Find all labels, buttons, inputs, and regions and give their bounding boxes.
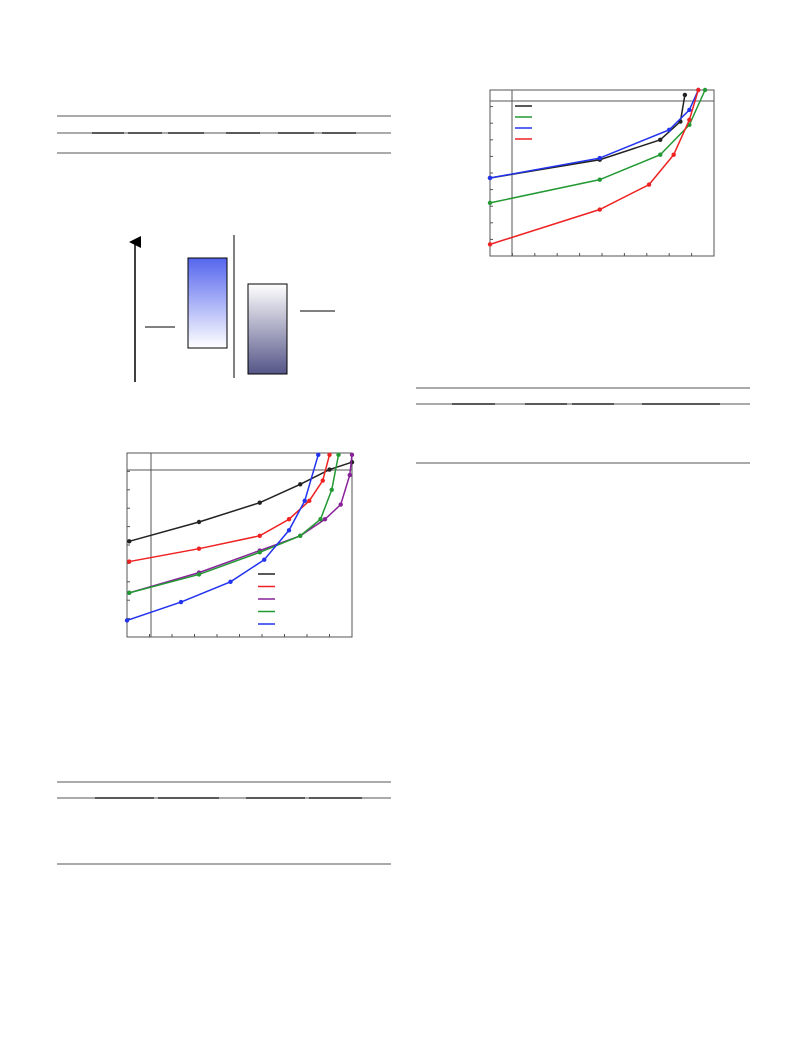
data-point xyxy=(196,572,202,577)
data-point xyxy=(228,579,233,584)
data-point xyxy=(196,519,202,525)
data-point xyxy=(597,177,602,182)
data-point xyxy=(671,152,676,157)
data-point xyxy=(597,155,602,161)
data-point xyxy=(702,87,708,93)
data-point xyxy=(302,498,307,504)
data-point xyxy=(487,242,493,247)
data-point xyxy=(327,467,332,472)
data-line xyxy=(129,454,331,563)
data-point xyxy=(127,559,132,564)
data-point xyxy=(257,550,262,555)
data-point xyxy=(307,498,312,504)
data-point xyxy=(257,533,262,538)
data-point xyxy=(178,599,184,605)
data-point xyxy=(320,478,325,483)
data-point xyxy=(349,452,355,458)
band-diagram xyxy=(129,235,335,382)
data-point xyxy=(286,528,292,533)
data-point xyxy=(298,533,303,538)
data-point xyxy=(318,517,323,522)
data-point xyxy=(327,452,332,458)
data-point xyxy=(124,618,130,623)
data-point xyxy=(487,175,493,181)
data-point xyxy=(262,557,267,562)
data-line xyxy=(129,454,340,594)
table-rules xyxy=(57,781,391,865)
data-point xyxy=(196,546,202,551)
data-point xyxy=(687,117,692,123)
data-line xyxy=(126,454,319,622)
data-point xyxy=(687,107,692,113)
data-point xyxy=(298,482,303,487)
data-point xyxy=(667,127,672,133)
data-line xyxy=(489,89,700,246)
data-point xyxy=(336,452,341,458)
data-point xyxy=(257,500,262,505)
data-point xyxy=(597,207,602,212)
data-point xyxy=(658,152,663,157)
data-point xyxy=(646,182,652,187)
data-point xyxy=(322,517,328,522)
data-point xyxy=(329,487,334,492)
table-rules xyxy=(57,115,391,154)
data-line xyxy=(129,454,353,594)
data-point xyxy=(127,539,132,544)
data-point xyxy=(487,200,493,206)
data-line xyxy=(489,89,706,204)
data-point xyxy=(682,92,688,98)
table-rules xyxy=(416,387,750,464)
data-line xyxy=(129,461,353,543)
data-line xyxy=(489,94,686,179)
data-point xyxy=(286,517,292,522)
data-point xyxy=(696,87,701,93)
data-point xyxy=(658,137,663,142)
data-point xyxy=(347,472,352,478)
data-point xyxy=(127,590,132,596)
data-point xyxy=(316,452,321,458)
data-point xyxy=(338,502,343,507)
